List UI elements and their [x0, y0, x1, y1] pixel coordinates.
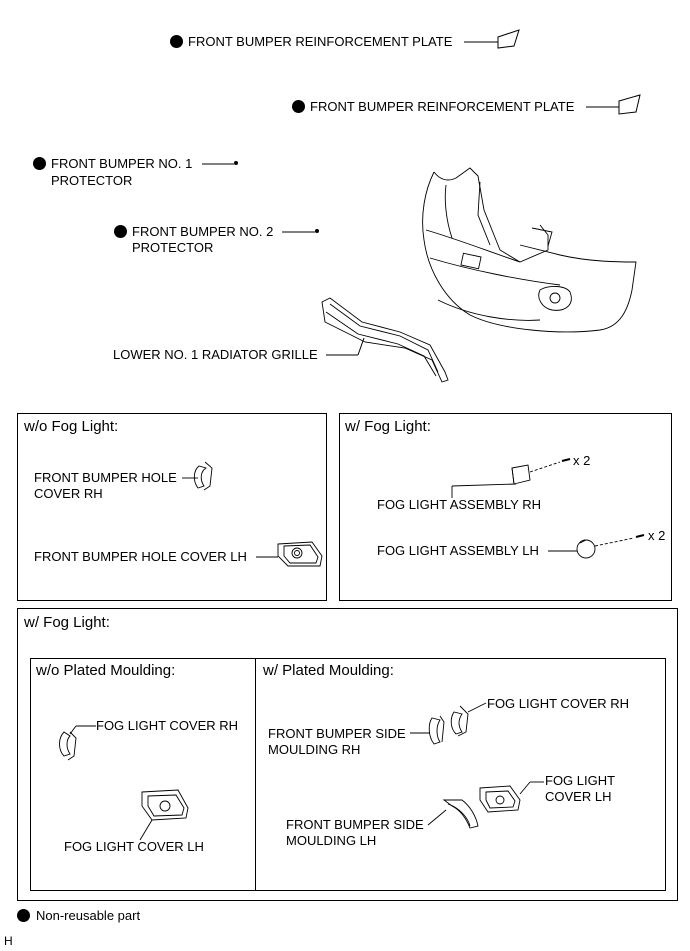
side-moulding-lh-part — [427, 799, 479, 829]
fog-cover-lh-part-b — [479, 781, 544, 813]
label-fog-cover-lh-b-line2: COVER LH — [545, 789, 612, 804]
label-lower-grille: LOWER NO. 1 RADIATOR GRILLE — [113, 347, 318, 362]
non-reusable-marker — [114, 225, 127, 238]
label-protector-2-line2: PROTECTOR — [132, 240, 214, 255]
label-side-moulding-rh-line2: MOULDING RH — [268, 742, 361, 757]
non-reusable-marker — [292, 100, 305, 113]
label-fog-assy-rh: FOG LIGHT ASSEMBLY RH — [377, 497, 541, 512]
label-fog-cover-lh-b-line1: FOG LIGHT — [545, 773, 616, 788]
label-reinforcement-plate-2: FRONT BUMPER REINFORCEMENT PLATE — [310, 99, 575, 114]
box-w-plated-moulding-title: w/ Plated Moulding: — [263, 662, 394, 679]
protector-2-part — [315, 229, 319, 233]
legend-non-reusable-label: Non-reusable part — [36, 908, 141, 923]
non-reusable-marker — [170, 35, 183, 48]
fog-light-rh-part — [451, 458, 571, 498]
fog-cover-rh-part-b — [450, 702, 487, 737]
fog-cover-lh-part-a — [139, 789, 189, 841]
fog-light-lh-part — [548, 534, 645, 559]
box-wo-plated-moulding-title: w/o Plated Moulding: — [36, 662, 176, 679]
reinforcement-plate-1-part — [497, 29, 520, 49]
hole-cover-lh-part — [256, 541, 323, 567]
label-hole-cover-rh-line1: FRONT BUMPER HOLE — [34, 470, 177, 485]
label-protector-1-line1: FRONT BUMPER NO. 1 — [51, 156, 193, 171]
label-hole-cover-rh-line2: COVER RH — [34, 486, 103, 501]
fog-cover-rh-part-a — [59, 725, 96, 761]
label-protector-1-line2: PROTECTOR — [51, 173, 133, 188]
box-w-fog-light-title: w/ Fog Light: — [345, 418, 431, 435]
label-fog-cover-lh-a: FOG LIGHT COVER LH — [64, 839, 204, 854]
non-reusable-marker — [33, 157, 46, 170]
side-moulding-rh-part — [410, 715, 445, 745]
box-wo-plated-moulding — [30, 658, 256, 891]
box-wo-fog-light — [17, 413, 327, 601]
label-side-moulding-rh-line1: FRONT BUMPER SIDE — [268, 726, 406, 741]
label-side-moulding-lh-line2: MOULDING LH — [286, 833, 377, 848]
box-wo-fog-light-title: w/o Fog Light: — [24, 418, 119, 435]
label-hole-cover-lh: FRONT BUMPER HOLE COVER LH — [34, 549, 247, 564]
label-reinforcement-plate-1: FRONT BUMPER REINFORCEMENT PLATE — [188, 34, 453, 49]
label-side-moulding-lh-line1: FRONT BUMPER SIDE — [286, 817, 424, 832]
box-w-fog-light — [339, 413, 672, 601]
protector-1-part — [234, 161, 238, 165]
label-qty-lh: x 2 — [648, 528, 666, 543]
box-w-plated-moulding — [255, 658, 666, 891]
box-w-fog-light-lower — [17, 608, 678, 901]
label-fog-cover-rh-a: FOG LIGHT COVER RH — [96, 718, 239, 733]
label-fog-cover-rh-b: FOG LIGHT COVER RH — [487, 696, 630, 711]
reinforcement-plate-2-part — [618, 94, 641, 115]
box-w-fog-light-lower-title: w/ Fog Light: — [24, 614, 110, 631]
hole-cover-rh-part — [182, 461, 213, 491]
label-fog-assy-lh: FOG LIGHT ASSEMBLY LH — [377, 543, 539, 558]
lower-radiator-grille-part — [321, 297, 449, 383]
front-bumper-cover-part — [422, 167, 637, 333]
figure-code: H — [4, 934, 13, 948]
legend-non-reusable-icon — [17, 909, 30, 922]
label-qty-rh: x 2 — [573, 453, 591, 468]
label-protector-2-line1: FRONT BUMPER NO. 2 — [132, 224, 274, 239]
